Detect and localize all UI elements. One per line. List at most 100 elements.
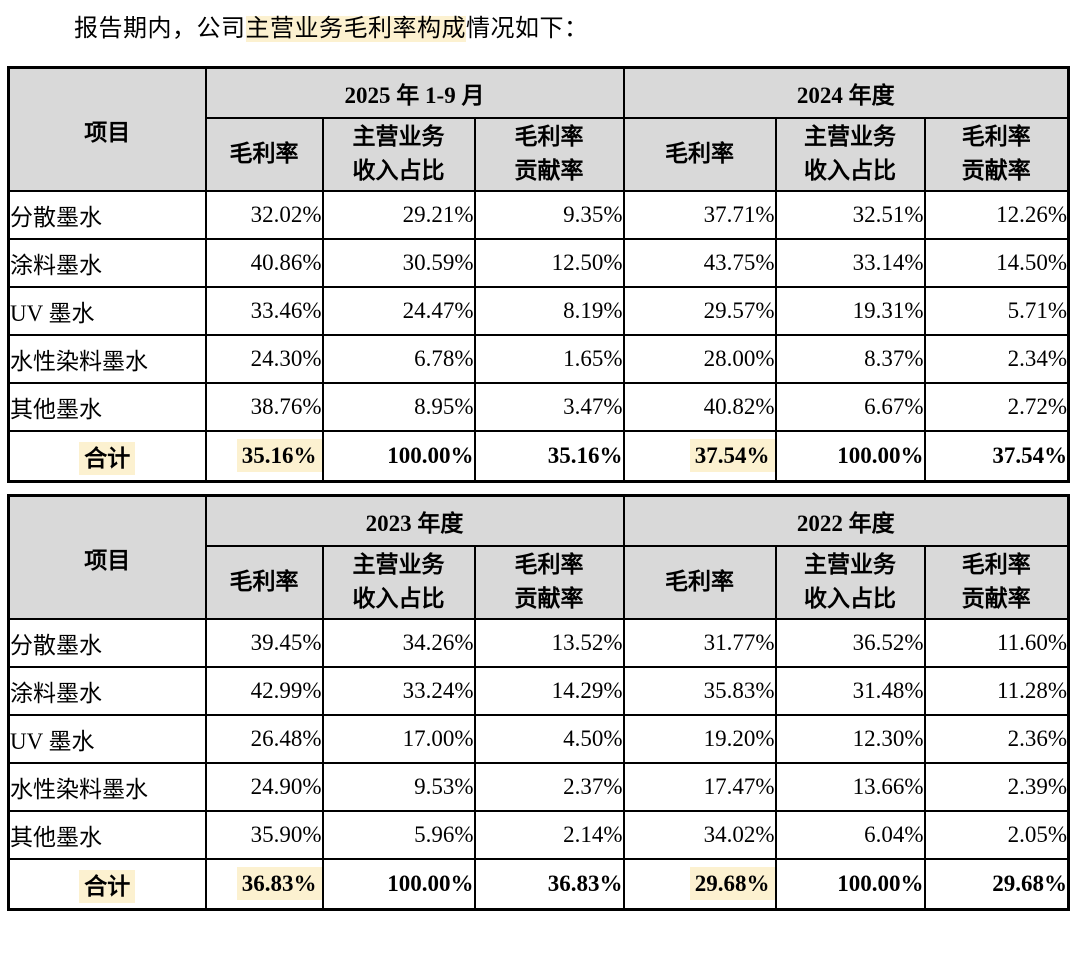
total-row: 合计 36.83% 100.00% 36.83% 29.68% 100.00% 29.68% (7, 857, 1070, 911)
cell-margin: 17.47% (622, 761, 777, 812)
column-header-margin-p2: 毛利率 (622, 116, 777, 192)
total-value-highlight: 37.54% (689, 439, 774, 473)
column-header-revenue-share-p2: 主营业务 收入占比 (774, 116, 926, 192)
cell-revenue-share: 30.59% (321, 237, 476, 288)
cell-contribution: 2.05% (923, 809, 1070, 860)
table-row: 分散墨水 32.02% 29.21% 9.35% 37.71% 32.51% 12.26% (7, 189, 1070, 240)
column-header-contribution-p2: 毛利率 贡献率 (923, 116, 1070, 192)
cell-contribution: 13.52% (473, 617, 625, 668)
cell-contribution: 1.65% (473, 333, 625, 384)
cell-total-contribution: 29.68% (923, 857, 1070, 911)
cell-margin: 39.45% (204, 617, 324, 668)
cell-revenue-share: 36.52% (774, 617, 926, 668)
table-row: 涂料墨水 42.99% 33.24% 14.29% 35.83% 31.48% 11.28% (7, 665, 1070, 716)
cell-contribution: 2.72% (923, 381, 1070, 432)
column-header-revenue-share-p1: 主营业务 收入占比 (321, 544, 476, 620)
cell-margin: 28.00% (622, 333, 777, 384)
cell-total-contribution: 36.83% (473, 857, 625, 911)
cell-contribution: 4.50% (473, 713, 625, 764)
cell-total-margin: 35.16% (204, 429, 324, 483)
table-row: 水性染料墨水 24.90% 9.53% 2.37% 17.47% 13.66% 2.39% (7, 761, 1070, 812)
period-header-1: 2025 年 1-9 月 (204, 66, 625, 119)
cell-total-label: 合计 (7, 857, 207, 911)
cell-item-name: UV 墨水 (7, 285, 207, 336)
total-value-highlight: 36.83% (236, 867, 321, 901)
cell-revenue-share: 6.78% (321, 333, 476, 384)
total-row: 合计 35.16% 100.00% 35.16% 37.54% 100.00% 37.54% (7, 429, 1070, 483)
header-subcolumn-row: 毛利率 主营业务 收入占比 毛利率 贡献率 毛利率 主营业务 收入占比 毛利率 贡献率 (9, 116, 1070, 192)
period-header-2: 2022 年度 (622, 494, 1070, 547)
column-header-item: 项目 (7, 494, 207, 620)
cell-revenue-share: 5.96% (321, 809, 476, 860)
table-row: UV 墨水 26.48% 17.00% 4.50% 19.20% 12.30% 2.36% (7, 713, 1070, 764)
table-row: 水性染料墨水 24.30% 6.78% 1.65% 28.00% 8.37% 2.34% (7, 333, 1070, 384)
column-header-margin-p1: 毛利率 (204, 544, 324, 620)
cell-contribution: 2.14% (473, 809, 625, 860)
cell-contribution: 2.39% (923, 761, 1070, 812)
cell-revenue-share: 19.31% (774, 285, 926, 336)
cell-revenue-share: 33.24% (321, 665, 476, 716)
cell-revenue-share: 29.21% (321, 189, 476, 240)
cell-contribution: 12.26% (923, 189, 1070, 240)
cell-margin: 35.83% (622, 665, 777, 716)
cell-total-contribution: 37.54% (923, 429, 1070, 483)
cell-contribution: 14.50% (923, 237, 1070, 288)
cell-revenue-share: 6.04% (774, 809, 926, 860)
cell-revenue-share: 8.37% (774, 333, 926, 384)
column-header-revenue-share-p1: 主营业务 收入占比 (321, 116, 476, 192)
cell-total-revenue-share: 100.00% (321, 429, 476, 483)
cell-revenue-share: 13.66% (774, 761, 926, 812)
column-header-contribution-p1: 毛利率 贡献率 (473, 116, 625, 192)
cell-margin: 35.90% (204, 809, 324, 860)
cell-revenue-share: 12.30% (774, 713, 926, 764)
cell-margin: 26.48% (204, 713, 324, 764)
gross-margin-table-1: 项目 2025 年 1-9 月 2024 年度 毛利率 主营业务 收入占比 毛利率 贡献率 毛利… (7, 66, 1071, 484)
intro-prefix: 报告期内，公司 (74, 16, 246, 42)
cell-margin: 24.90% (204, 761, 324, 812)
column-header-contribution-p1: 毛利率 贡献率 (473, 544, 625, 620)
cell-margin: 34.02% (622, 809, 777, 860)
table-row: UV 墨水 33.46% 24.47% 8.19% 29.57% 19.31% 5.71% (7, 285, 1070, 336)
cell-margin: 32.02% (204, 189, 324, 240)
table-row: 分散墨水 39.45% 34.26% 13.52% 31.77% 36.52% 11.60% (7, 617, 1070, 668)
header-period-row: 项目 2023 年度 2022 年度 (7, 494, 1070, 620)
cell-margin: 31.77% (622, 617, 777, 668)
cell-contribution: 11.60% (923, 617, 1070, 668)
total-value-highlight: 35.16% (236, 439, 321, 473)
period-header-1: 2023 年度 (204, 494, 625, 547)
column-header-margin-p2: 毛利率 (622, 544, 777, 620)
cell-total-revenue-share: 100.00% (321, 857, 476, 911)
cell-item-name: 其他墨水 (7, 381, 207, 432)
cell-item-name: 其他墨水 (7, 809, 207, 860)
cell-contribution: 3.47% (473, 381, 625, 432)
period-header-2: 2024 年度 (622, 66, 1070, 119)
cell-revenue-share: 34.26% (321, 617, 476, 668)
header-period-row: 项目 2025 年 1-9 月 2024 年度 (7, 66, 1070, 192)
cell-margin: 29.57% (622, 285, 777, 336)
cell-contribution: 2.34% (923, 333, 1070, 384)
cell-margin: 33.46% (204, 285, 324, 336)
cell-item-name: 分散墨水 (7, 617, 207, 668)
cell-item-name: 涂料墨水 (7, 665, 207, 716)
cell-total-margin: 36.83% (204, 857, 324, 911)
intro-highlighted-phrase: 主营业务毛利率构成 (245, 16, 466, 42)
cell-item-name: 涂料墨水 (7, 237, 207, 288)
cell-revenue-share: 9.53% (321, 761, 476, 812)
cell-total-margin: 37.54% (622, 429, 777, 483)
cell-total-label: 合计 (7, 429, 207, 483)
cell-margin: 37.71% (622, 189, 777, 240)
gross-margin-table-2: 项目 2023 年度 2022 年度 毛利率 主营业务 收入占比 毛利率 贡献率 毛利率 主营业务… (7, 494, 1071, 912)
intro-paragraph: 报告期内，公司主营业务毛利率构成情况如下： (0, 0, 1074, 45)
column-header-item: 项目 (7, 66, 207, 192)
cell-contribution: 12.50% (473, 237, 625, 288)
cell-item-name: 水性染料墨水 (7, 333, 207, 384)
cell-item-name: UV 墨水 (7, 713, 207, 764)
cell-total-revenue-share: 100.00% (774, 857, 926, 911)
header-subcolumn-row: 毛利率 主营业务 收入占比 毛利率 贡献率 毛利率 主营业务 收入占比 毛利率 贡献率 (9, 544, 1070, 620)
cell-revenue-share: 24.47% (321, 285, 476, 336)
cell-margin: 40.86% (204, 237, 324, 288)
column-header-contribution-p2: 毛利率 贡献率 (923, 544, 1070, 620)
table-row: 其他墨水 35.90% 5.96% 2.14% 34.02% 6.04% 2.05% (7, 809, 1070, 860)
cell-contribution: 14.29% (473, 665, 625, 716)
cell-margin: 24.30% (204, 333, 324, 384)
